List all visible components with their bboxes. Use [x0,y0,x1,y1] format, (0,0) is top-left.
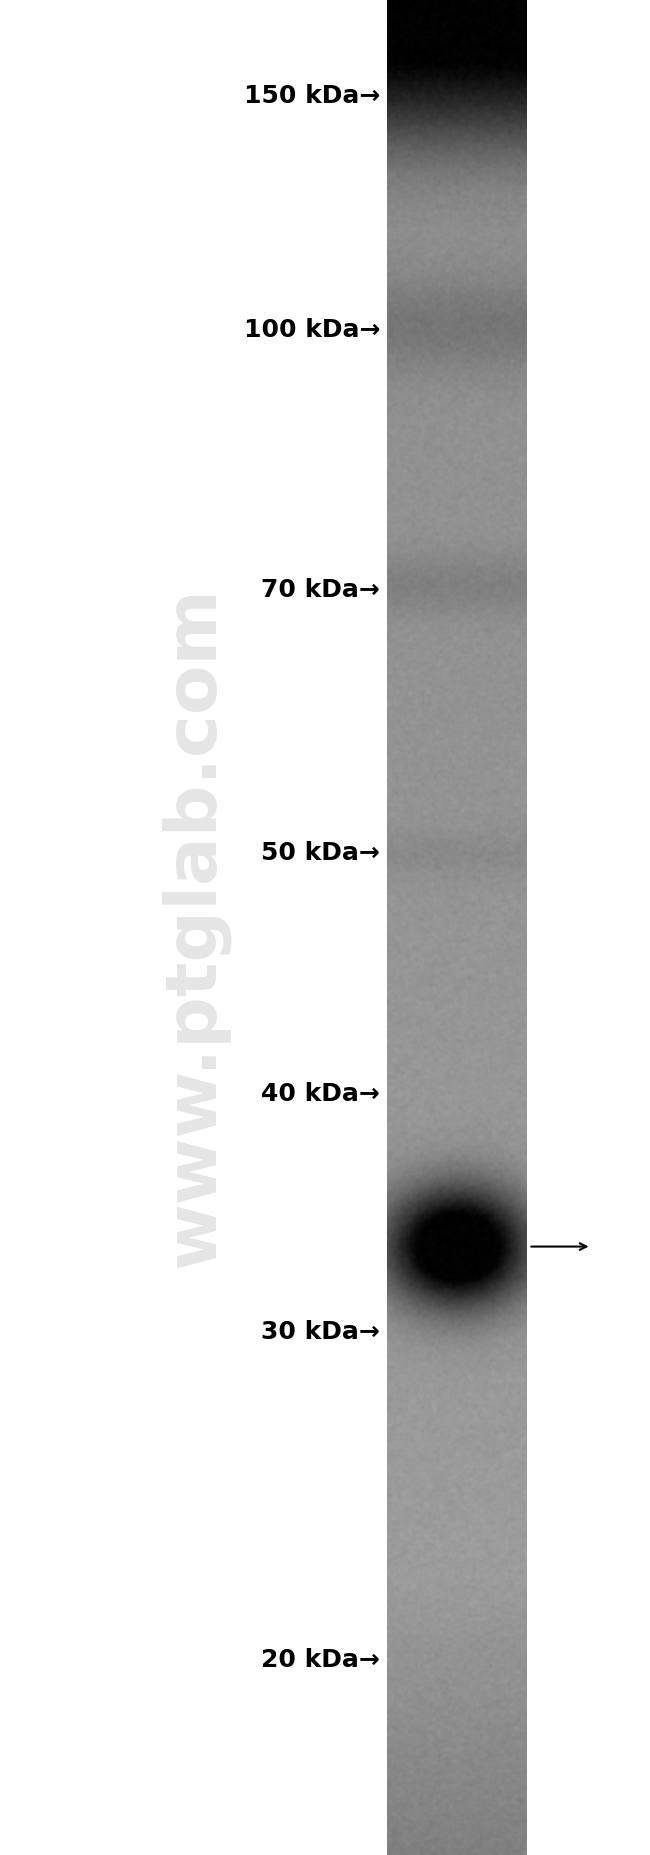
Text: 50 kDa→: 50 kDa→ [261,842,380,864]
Text: 20 kDa→: 20 kDa→ [261,1649,380,1671]
Text: www.ptglab.com: www.ptglab.com [161,586,229,1269]
Text: 40 kDa→: 40 kDa→ [261,1083,380,1106]
Text: 150 kDa→: 150 kDa→ [244,85,380,108]
Text: 100 kDa→: 100 kDa→ [244,319,380,341]
Text: 70 kDa→: 70 kDa→ [261,579,380,601]
Text: 30 kDa→: 30 kDa→ [261,1321,380,1343]
